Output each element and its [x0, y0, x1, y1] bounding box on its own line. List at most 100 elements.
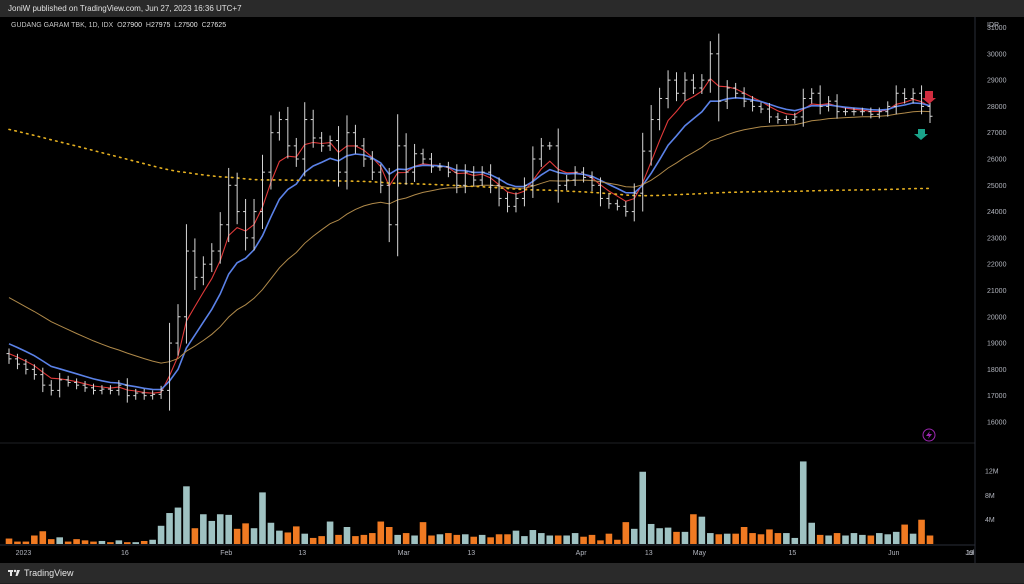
volume-bar	[191, 528, 199, 544]
ohlc-bar	[133, 388, 139, 400]
ohlc-bar	[352, 124, 358, 154]
chart-svg[interactable]: IDR 31000 30000 29000 28000 27000 26000 25000 2…	[0, 17, 1024, 563]
volume-tick-label: 8M	[985, 493, 995, 500]
ohlc-bar	[462, 164, 468, 194]
ohlc-bar	[200, 256, 206, 286]
ohlc-bar	[496, 177, 502, 207]
time-tick-label: 13	[467, 550, 475, 557]
ohlc-bar	[868, 107, 874, 119]
ohlc-bar	[259, 154, 265, 229]
legend-low: 27500	[178, 22, 198, 29]
price-tick-label: 20000	[987, 314, 1007, 321]
ohlc-bar	[226, 167, 232, 243]
ohlc-bar	[285, 106, 291, 159]
volume-bar	[664, 527, 672, 544]
volume-axis: 12M 8M 4M	[985, 469, 999, 525]
currency-label: IDR	[987, 22, 999, 29]
volume-bar	[538, 533, 545, 544]
ohlc-bar	[530, 146, 536, 198]
signal-up-arrow-icon	[914, 129, 928, 140]
ohlc-bar	[750, 96, 756, 112]
ohlc-bar	[623, 201, 629, 217]
time-tick-label: Apr	[576, 550, 588, 557]
ohlc-bar	[843, 107, 849, 116]
volume-bar	[554, 535, 562, 544]
volume-bar	[292, 526, 300, 544]
volume-bar	[242, 523, 249, 544]
volume-bar	[926, 535, 934, 544]
price-tick-label: 24000	[987, 209, 1007, 216]
price-tick-label: 18000	[987, 367, 1007, 374]
ohlc-bar	[885, 101, 891, 117]
volume-bar	[360, 534, 368, 544]
volume-bar	[31, 535, 38, 544]
volume-bar	[715, 534, 723, 544]
ohlc-bar	[775, 112, 781, 124]
volume-bar	[225, 514, 232, 544]
volume-bar	[470, 536, 478, 544]
ohlc-bar	[505, 192, 511, 213]
ohlc-bar	[919, 85, 925, 115]
ohlc-bar	[817, 85, 823, 115]
ohlc-bar	[758, 102, 764, 114]
time-tick-label: 13	[645, 550, 653, 557]
price-tick-label: 16000	[987, 419, 1007, 426]
volume-bar	[892, 531, 900, 544]
volume-bar	[698, 516, 706, 544]
volume-bar	[647, 523, 655, 544]
volume-bar	[656, 528, 663, 544]
volume-bar	[123, 542, 131, 544]
volume-bar	[825, 535, 832, 544]
ohlc-bar	[589, 171, 595, 192]
volume-bar	[326, 521, 334, 544]
ohlc-bar	[344, 115, 350, 190]
volume-bar	[732, 533, 739, 544]
volume-bar	[14, 541, 21, 544]
volume-bar	[98, 540, 106, 544]
volume-bar	[183, 486, 190, 544]
ohlc-bar	[428, 153, 434, 173]
ohlc-bar	[792, 112, 798, 124]
ohlc-bar	[82, 381, 88, 392]
volume-bar	[757, 534, 765, 544]
ohlc-bar	[116, 380, 122, 396]
volume-bar	[639, 471, 647, 544]
price-axis[interactable]: IDR 31000 30000 29000 28000 27000 26000 25000 2…	[987, 22, 1007, 426]
volume-bar	[402, 533, 410, 544]
volume-bar	[267, 522, 275, 544]
ohlc-bar	[302, 102, 308, 177]
time-tick-label: 13	[298, 550, 306, 557]
volume-bar	[461, 534, 469, 544]
volume-bar	[816, 534, 824, 544]
ohlc-bar	[741, 87, 747, 108]
ohlc-bar	[488, 164, 494, 194]
lightning-icon[interactable]	[922, 428, 936, 442]
footer-brand[interactable]: TradingView	[24, 568, 74, 578]
volume-bar	[529, 530, 537, 544]
time-tick-label: 2023	[16, 550, 32, 557]
moving-averages-layer	[8, 77, 931, 394]
ohlc-bar	[141, 388, 147, 400]
ohlc-bar	[826, 96, 832, 112]
ohlc-bar	[209, 243, 215, 273]
legend-open-label: O	[117, 22, 123, 29]
ohlc-bar	[90, 383, 96, 395]
volume-bar	[301, 533, 309, 544]
ohlc-bar	[555, 128, 561, 203]
ohlc-bar	[6, 348, 12, 364]
ohlc-bar	[386, 167, 392, 243]
volume-bar	[605, 533, 613, 544]
volume-bar	[56, 537, 63, 544]
chart-area[interactable]: IDR 31000 30000 29000 28000 27000 26000 25000 2…	[0, 17, 1024, 563]
price-tick-label: 30000	[987, 51, 1007, 58]
ohlc-bar	[445, 161, 451, 178]
volume-bar	[749, 533, 756, 544]
ohlc-bar	[674, 72, 680, 102]
tradingview-logo-icon[interactable]	[8, 564, 20, 584]
ohlc-bar	[910, 88, 916, 104]
ohlc-bar	[606, 193, 612, 209]
volume-bar	[208, 520, 216, 544]
ohlc-bar	[40, 367, 46, 393]
volume-bar	[783, 533, 790, 544]
